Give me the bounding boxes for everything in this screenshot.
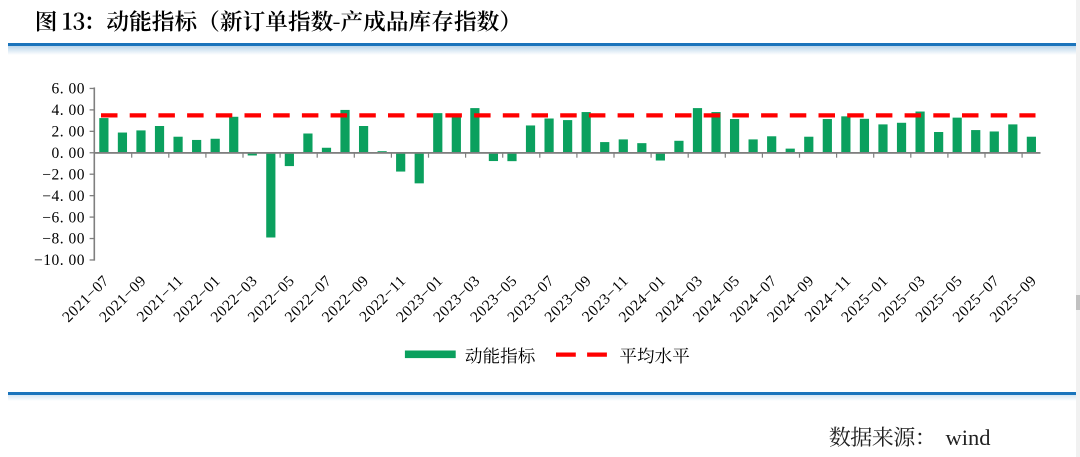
svg-text:0. 00: 0. 00 xyxy=(52,145,86,162)
svg-text:−2. 00: −2. 00 xyxy=(42,166,85,183)
svg-text:4. 00: 4. 00 xyxy=(52,102,86,119)
svg-text:6. 00: 6. 00 xyxy=(52,81,86,98)
svg-text:−4. 00: −4. 00 xyxy=(42,188,85,205)
svg-text:−6. 00: −6. 00 xyxy=(42,209,85,226)
svg-text:wind: wind xyxy=(946,425,991,450)
svg-text:2. 00: 2. 00 xyxy=(52,124,86,141)
svg-text:−10. 00: −10. 00 xyxy=(34,252,85,269)
svg-text:−8. 00: −8. 00 xyxy=(42,231,85,248)
